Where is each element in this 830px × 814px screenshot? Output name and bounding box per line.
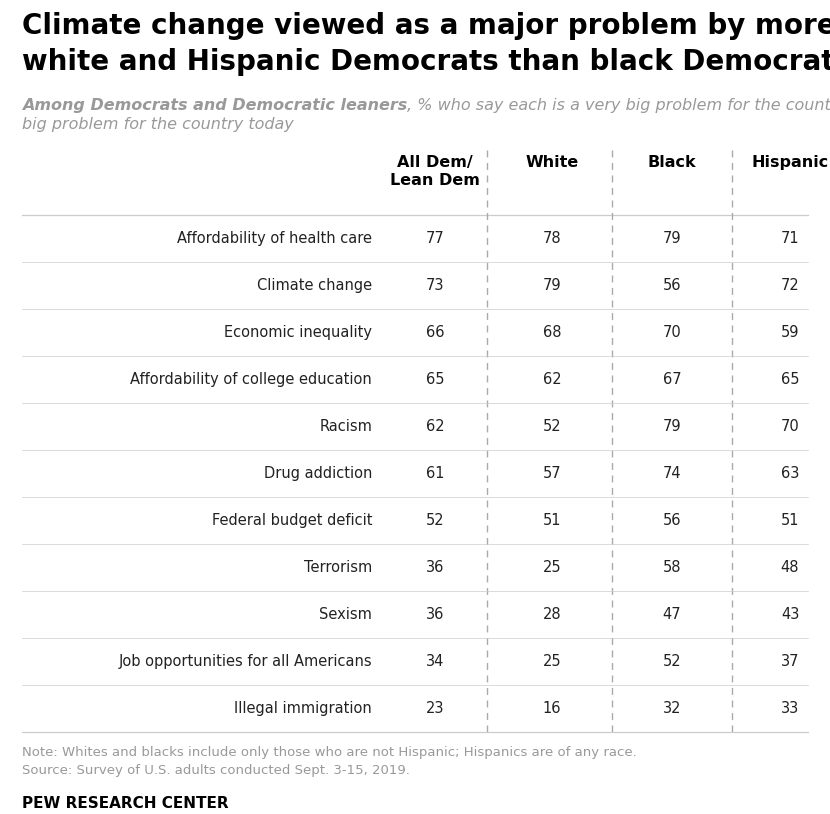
Text: 65: 65	[781, 372, 799, 387]
Text: Among Democrats and Democratic leaners: Among Democrats and Democratic leaners	[22, 98, 408, 113]
Text: 74: 74	[662, 466, 681, 481]
Text: Climate change viewed as a major problem by more: Climate change viewed as a major problem…	[22, 12, 830, 40]
Text: 51: 51	[781, 513, 799, 528]
Text: 70: 70	[662, 325, 681, 340]
Text: Sexism: Sexism	[319, 607, 372, 622]
Text: Affordability of health care: Affordability of health care	[177, 231, 372, 246]
Text: 33: 33	[781, 701, 799, 716]
Text: 77: 77	[426, 231, 444, 246]
Text: Job opportunities for all Americans: Job opportunities for all Americans	[119, 654, 372, 669]
Text: 52: 52	[543, 419, 561, 434]
Text: Note: Whites and blacks include only those who are not Hispanic; Hispanics are o: Note: Whites and blacks include only tho…	[22, 746, 637, 759]
Text: 51: 51	[543, 513, 561, 528]
Text: Economic inequality: Economic inequality	[224, 325, 372, 340]
Text: 62: 62	[543, 372, 561, 387]
Text: 47: 47	[662, 607, 681, 622]
Text: 79: 79	[662, 419, 681, 434]
Text: 79: 79	[543, 278, 561, 293]
Text: 32: 32	[662, 701, 681, 716]
Text: Black: Black	[647, 155, 696, 170]
Text: white and Hispanic Democrats than black Democrats: white and Hispanic Democrats than black …	[22, 48, 830, 76]
Text: 61: 61	[426, 466, 444, 481]
Text: 58: 58	[662, 560, 681, 575]
Text: Drug addiction: Drug addiction	[264, 466, 372, 481]
Text: 43: 43	[781, 607, 799, 622]
Text: Illegal immigration: Illegal immigration	[234, 701, 372, 716]
Text: 78: 78	[543, 231, 561, 246]
Text: 70: 70	[781, 419, 799, 434]
Text: 56: 56	[662, 513, 681, 528]
Text: 63: 63	[781, 466, 799, 481]
Text: 62: 62	[426, 419, 444, 434]
Text: 16: 16	[543, 701, 561, 716]
Text: 52: 52	[426, 513, 444, 528]
Text: Lean Dem: Lean Dem	[390, 173, 480, 188]
Text: 23: 23	[426, 701, 444, 716]
Text: 72: 72	[781, 278, 799, 293]
Text: big problem for the country today: big problem for the country today	[22, 117, 294, 132]
Text: 48: 48	[781, 560, 799, 575]
Text: 57: 57	[543, 466, 561, 481]
Text: Racism: Racism	[319, 419, 372, 434]
Text: Hispanic: Hispanic	[751, 155, 828, 170]
Text: 28: 28	[543, 607, 561, 622]
Text: 36: 36	[426, 607, 444, 622]
Text: Source: Survey of U.S. adults conducted Sept. 3-15, 2019.: Source: Survey of U.S. adults conducted …	[22, 764, 410, 777]
Text: 56: 56	[662, 278, 681, 293]
Text: All Dem/: All Dem/	[397, 155, 473, 170]
Text: 68: 68	[543, 325, 561, 340]
Text: 36: 36	[426, 560, 444, 575]
Text: 79: 79	[662, 231, 681, 246]
Text: 71: 71	[781, 231, 799, 246]
Text: Affordability of college education: Affordability of college education	[130, 372, 372, 387]
Text: 65: 65	[426, 372, 444, 387]
Text: 59: 59	[781, 325, 799, 340]
Text: PEW RESEARCH CENTER: PEW RESEARCH CENTER	[22, 796, 228, 811]
Text: 37: 37	[781, 654, 799, 669]
Text: 73: 73	[426, 278, 444, 293]
Text: 66: 66	[426, 325, 444, 340]
Text: 34: 34	[426, 654, 444, 669]
Text: Terrorism: Terrorism	[304, 560, 372, 575]
Text: , % who say each is a very big problem for the country today: , % who say each is a very big problem f…	[408, 98, 830, 113]
Text: White: White	[525, 155, 579, 170]
Text: 67: 67	[662, 372, 681, 387]
Text: 52: 52	[662, 654, 681, 669]
Text: 25: 25	[543, 654, 561, 669]
Text: 25: 25	[543, 560, 561, 575]
Text: Federal budget deficit: Federal budget deficit	[212, 513, 372, 528]
Text: Climate change: Climate change	[256, 278, 372, 293]
